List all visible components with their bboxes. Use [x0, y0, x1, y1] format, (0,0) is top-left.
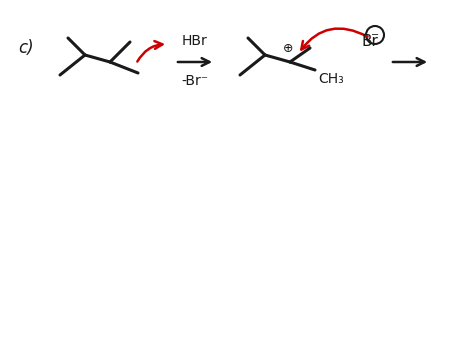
Text: CH₃: CH₃	[318, 72, 344, 86]
Text: -Br⁻: -Br⁻	[182, 74, 209, 88]
Text: c): c)	[18, 39, 34, 57]
FancyArrowPatch shape	[301, 28, 367, 50]
Text: Br: Br	[362, 34, 379, 49]
FancyArrowPatch shape	[137, 41, 163, 61]
Text: HBr: HBr	[182, 34, 208, 48]
Text: ⊕: ⊕	[283, 42, 293, 55]
Text: −: −	[371, 30, 379, 40]
